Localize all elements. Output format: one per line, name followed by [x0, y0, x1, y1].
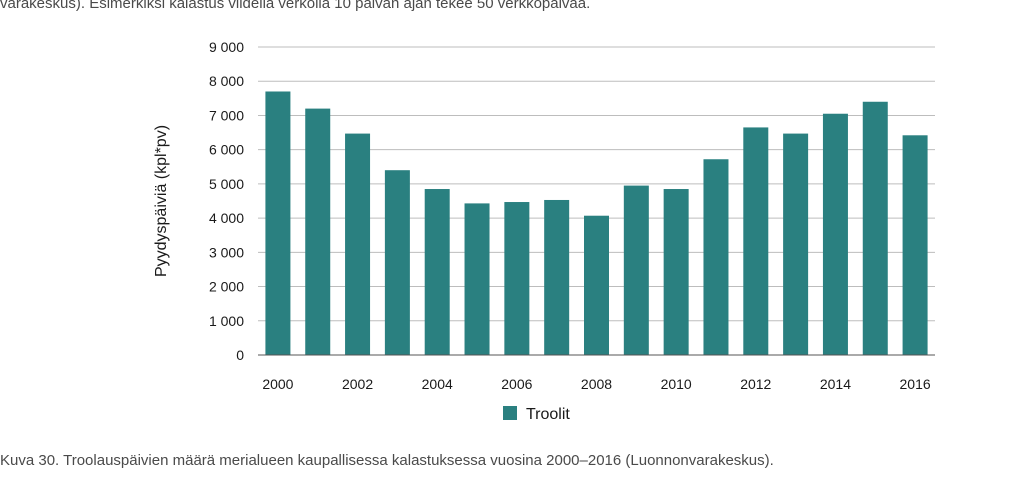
y-axis-ticks: 0 1 000 2 000 3 000 4 000 5 000 6 000 7 000 8 00… [209, 39, 244, 363]
bar-2003 [384, 170, 410, 355]
y-tick-label: 5 000 [209, 176, 244, 192]
bar-2007 [544, 199, 570, 355]
bar-2000 [265, 91, 291, 355]
bar-2013 [783, 133, 809, 355]
x-tick-label: 2014 [820, 376, 851, 392]
legend: Troolit [503, 406, 570, 423]
bar-2001 [305, 108, 331, 355]
y-tick-label: 1 000 [209, 313, 244, 329]
x-tick-label: 2002 [342, 376, 373, 392]
legend-label: Troolit [526, 406, 570, 423]
x-tick-label: 2006 [501, 376, 532, 392]
y-axis-label: Pyydyspäiviä (kpl*pv) [153, 125, 170, 277]
y-tick-label: 3 000 [209, 244, 244, 260]
y-tick-label: 8 000 [209, 73, 244, 89]
bar-2005 [464, 203, 490, 355]
x-axis-ticks: 2000 2002 2004 2006 2008 2010 2012 2014 2016 [262, 376, 931, 392]
y-tick-label: 7 000 [209, 107, 244, 123]
x-tick-label: 2008 [581, 376, 612, 392]
x-tick-label: 2016 [900, 376, 931, 392]
x-tick-label: 2004 [422, 376, 453, 392]
x-tick-label: 2010 [661, 376, 692, 392]
bar-2016 [902, 135, 928, 355]
bar-2006 [504, 202, 530, 355]
y-tick-label: 9 000 [209, 39, 244, 55]
intro-text: varakeskus). Esimerkiksi kalastus viidel… [0, 0, 591, 12]
y-tick-label: 4 000 [209, 210, 244, 226]
x-tick-label: 2000 [262, 376, 293, 392]
bars [265, 91, 928, 355]
figure-caption: Kuva 30. Troolauspäivien määrä merialuee… [0, 452, 774, 469]
bar-2015 [862, 101, 888, 355]
bar-2008 [584, 215, 609, 355]
y-tick-label: 2 000 [209, 279, 244, 295]
y-tick-label: 6 000 [209, 142, 244, 158]
bar-2002 [345, 133, 371, 355]
bar-2011 [703, 159, 729, 355]
x-tick-label: 2012 [740, 376, 771, 392]
bar-2010 [663, 189, 689, 355]
bar-2012 [743, 127, 769, 355]
bar-2009 [623, 185, 649, 355]
legend-swatch [503, 406, 517, 420]
bar-2014 [822, 113, 848, 355]
bar-2004 [424, 189, 450, 355]
y-tick-label: 0 [236, 347, 244, 363]
